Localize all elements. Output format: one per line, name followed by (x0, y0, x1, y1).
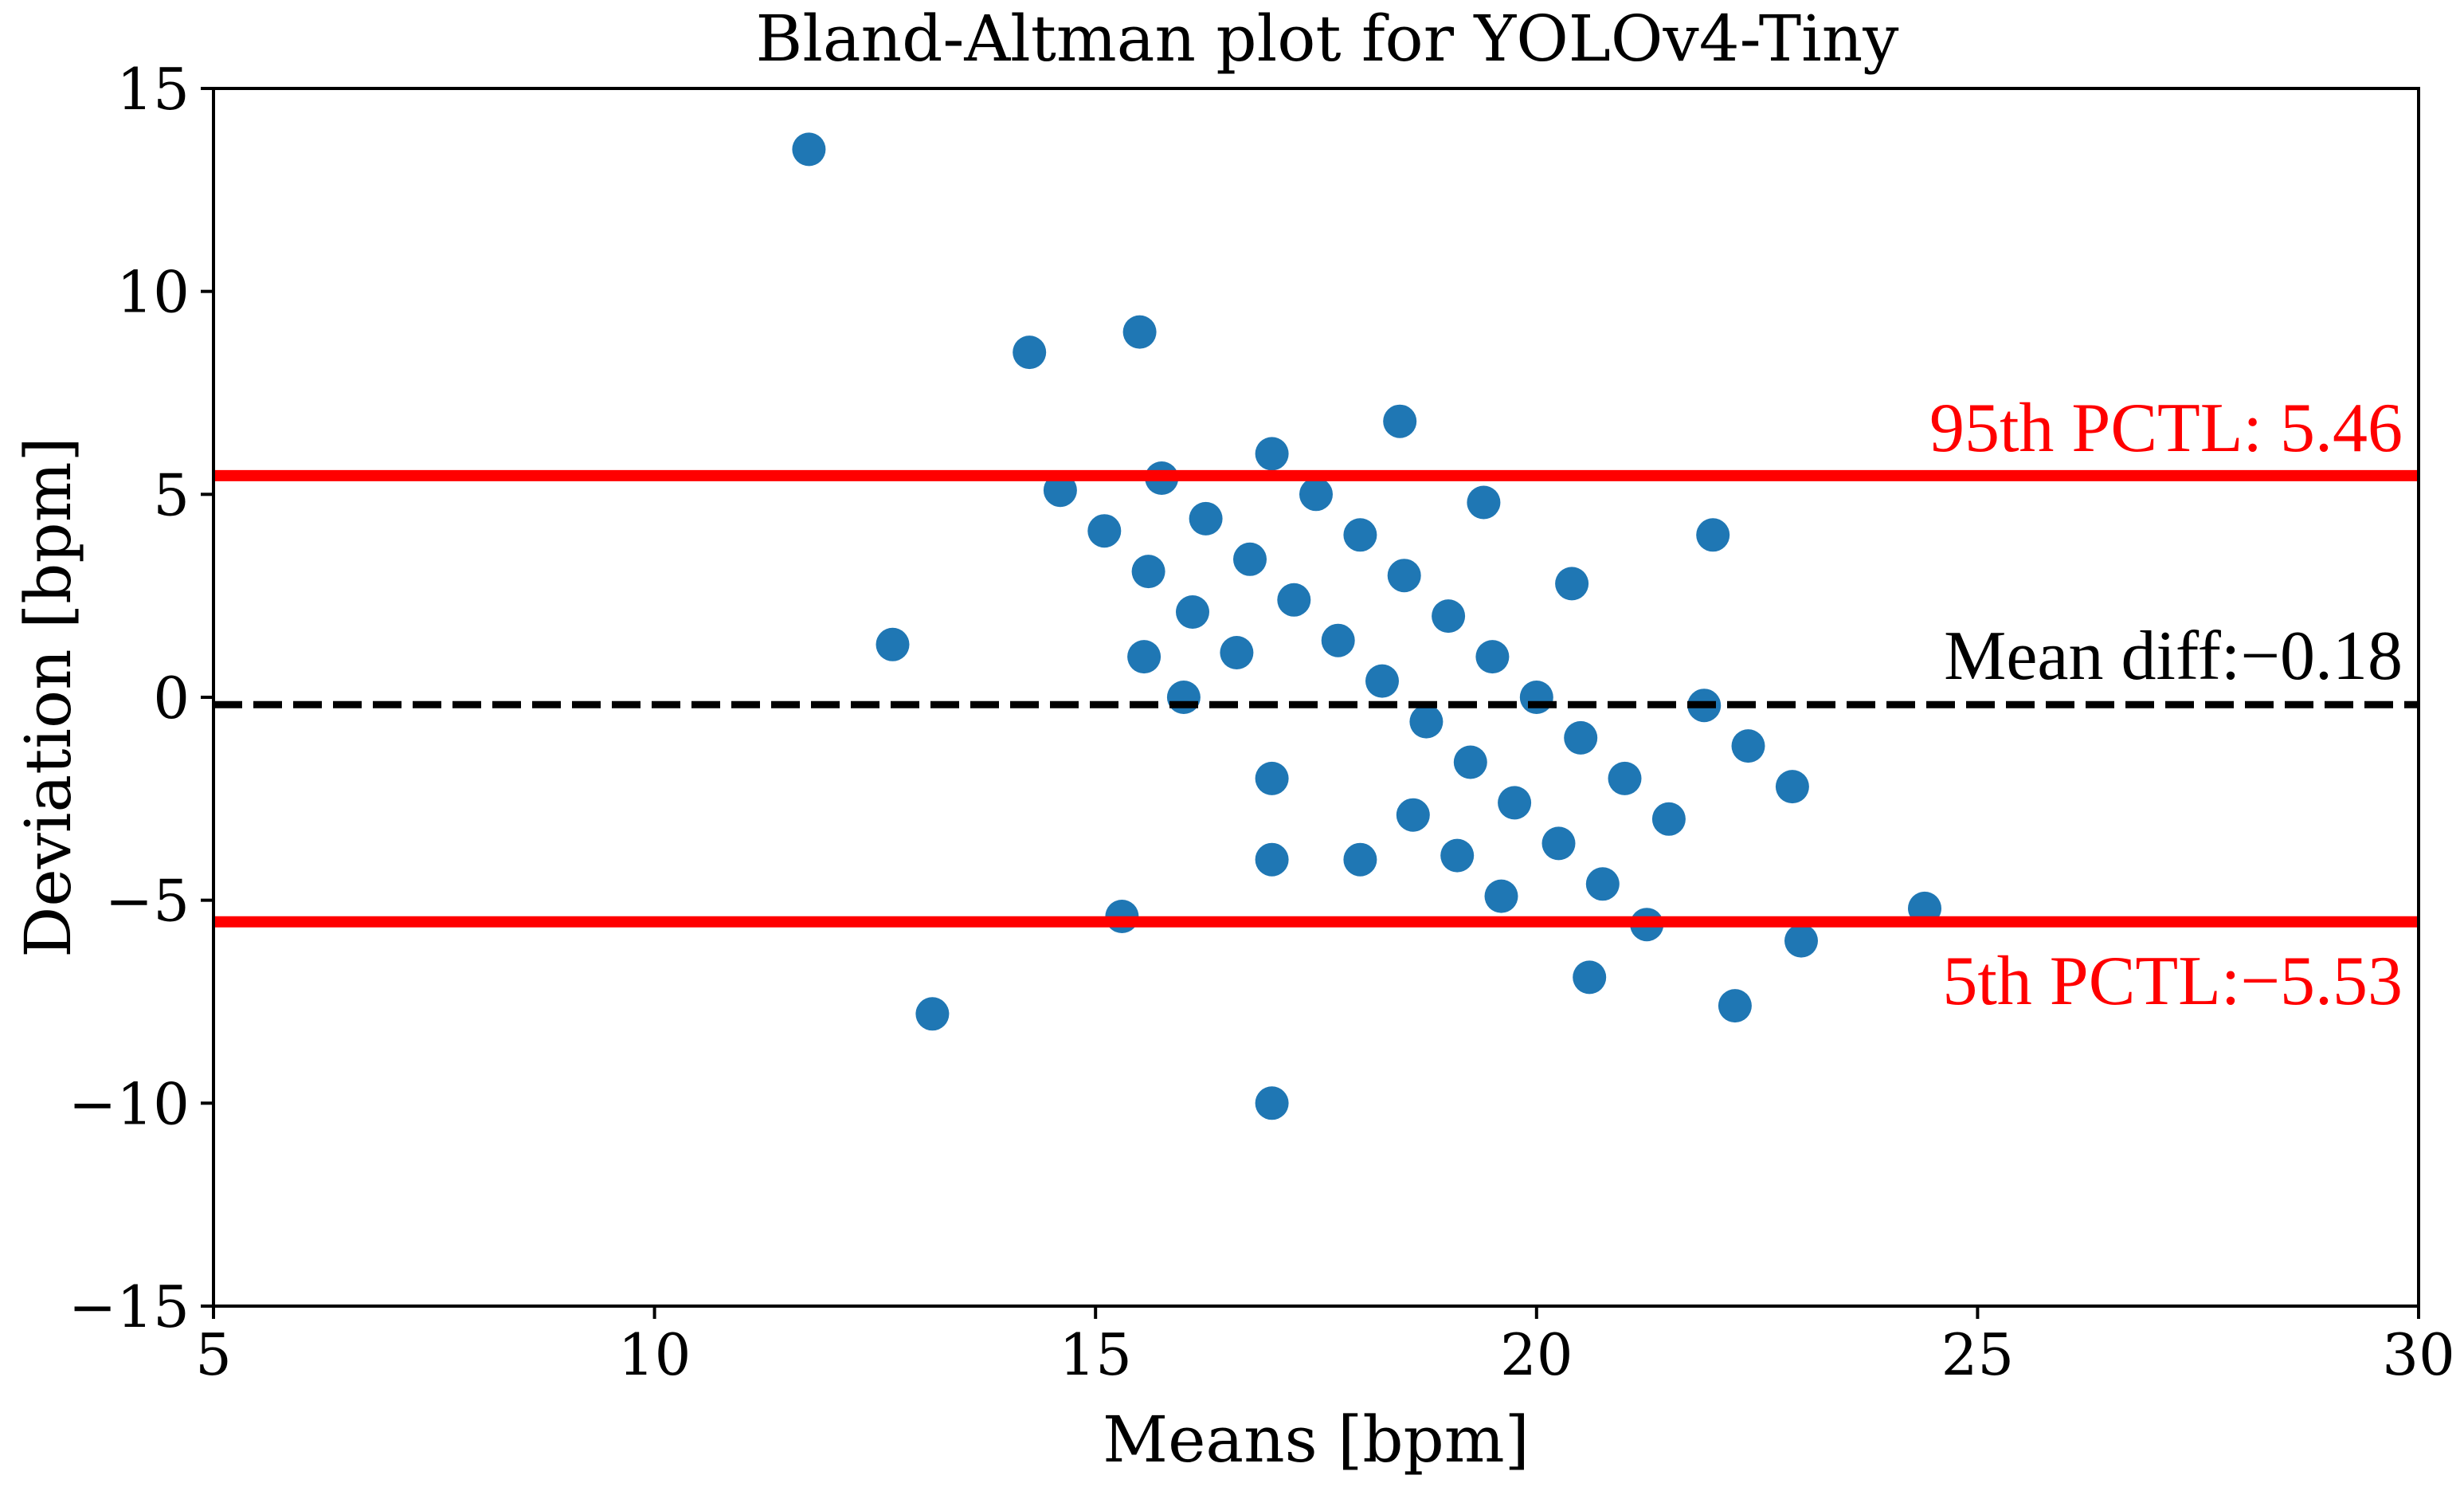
data-point (792, 132, 826, 167)
data-point (1189, 501, 1223, 536)
data-point (1541, 826, 1576, 861)
x-tick-label: 10 (618, 1321, 691, 1388)
data-point (1718, 989, 1752, 1023)
data-point (1365, 664, 1399, 698)
data-point (1775, 770, 1809, 804)
data-point (1555, 567, 1589, 601)
data-point (1784, 924, 1818, 958)
y-tick-label: −5 (105, 868, 190, 935)
data-point (1087, 514, 1122, 548)
data-point (1387, 559, 1421, 593)
data-point (1383, 404, 1417, 438)
data-point (1176, 595, 1209, 629)
x-tick-label: 15 (1059, 1321, 1132, 1388)
data-point (1585, 867, 1620, 901)
data-point (1277, 583, 1311, 617)
data-point (1122, 315, 1157, 349)
data-point (1475, 640, 1510, 674)
data-point (1233, 542, 1267, 576)
y-tick-label: −10 (69, 1070, 190, 1137)
x-tick-label: 25 (1941, 1321, 2015, 1388)
data-point (1467, 485, 1501, 520)
data-point (1608, 761, 1642, 795)
data-point (1255, 842, 1289, 877)
data-point (1343, 518, 1377, 552)
data-point (1255, 761, 1289, 795)
data-point (876, 627, 910, 661)
data-point (1131, 555, 1165, 589)
x-tick-label: 20 (1500, 1321, 1573, 1388)
reference-lines (213, 469, 2419, 928)
data-point (1043, 473, 1077, 508)
y-axis-label: Deviation [bpm] (11, 437, 85, 958)
data-point (1255, 1086, 1289, 1120)
data-point (1013, 335, 1047, 370)
data-point (1255, 437, 1289, 471)
data-point (1432, 599, 1466, 634)
data-point (1127, 640, 1161, 674)
y-tick-label: 5 (153, 461, 190, 528)
y-axis: −15 −10 −5 0 5 10 15 (69, 56, 213, 1340)
x-axis-label: Means [bpm] (1103, 1403, 1530, 1477)
y-tick-label: 0 (153, 665, 190, 732)
x-axis: 5 10 15 20 25 30 (195, 1306, 2455, 1388)
data-point (1453, 745, 1487, 779)
data-point (1396, 798, 1430, 832)
mean-diff-label: Mean diff:−0.18 (1944, 618, 2403, 695)
data-point (1166, 681, 1201, 714)
data-point (1498, 786, 1532, 820)
data-point (1321, 623, 1355, 657)
data-point (1696, 518, 1730, 552)
chart-title: Bland-Altman plot for YOLOv4-Tiny (756, 2, 1899, 76)
data-point (1484, 879, 1518, 913)
data-point (1343, 842, 1377, 877)
data-point (1299, 477, 1333, 512)
y-tick-label: 10 (116, 259, 190, 326)
x-tick-label: 30 (2382, 1321, 2455, 1388)
data-point (1519, 681, 1553, 714)
y-tick-label: 15 (116, 56, 190, 123)
data-point (1409, 704, 1444, 739)
data-point (1564, 720, 1598, 755)
data-point (1440, 838, 1475, 873)
lower-limit-label: 5th PCTL:−5.53 (1942, 943, 2403, 1020)
data-point (1220, 636, 1254, 669)
upper-limit-label: 95th PCTL: 5.46 (1929, 390, 2403, 467)
data-point (1651, 802, 1686, 836)
data-point (915, 997, 950, 1031)
data-point (1573, 960, 1607, 995)
data-point (1731, 729, 1765, 763)
y-tick-label: −15 (69, 1273, 190, 1340)
x-tick-label: 5 (195, 1321, 232, 1388)
